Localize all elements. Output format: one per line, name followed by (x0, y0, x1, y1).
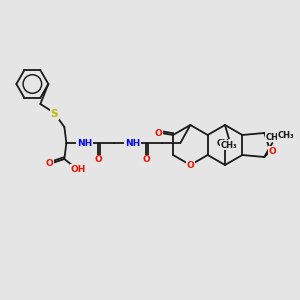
Text: O: O (154, 128, 162, 137)
Text: CH₃: CH₃ (217, 140, 233, 148)
Text: O: O (142, 155, 150, 164)
Text: O: O (46, 160, 53, 169)
Text: NH: NH (77, 139, 92, 148)
Text: CH₃: CH₃ (266, 133, 283, 142)
Text: O: O (187, 160, 194, 169)
Text: OH: OH (71, 164, 86, 173)
Text: CH₃: CH₃ (278, 130, 295, 140)
Text: NH: NH (125, 139, 140, 148)
Text: S: S (51, 109, 58, 119)
Text: O: O (268, 146, 276, 155)
Text: CH₃: CH₃ (221, 140, 237, 149)
Text: O: O (94, 155, 102, 164)
